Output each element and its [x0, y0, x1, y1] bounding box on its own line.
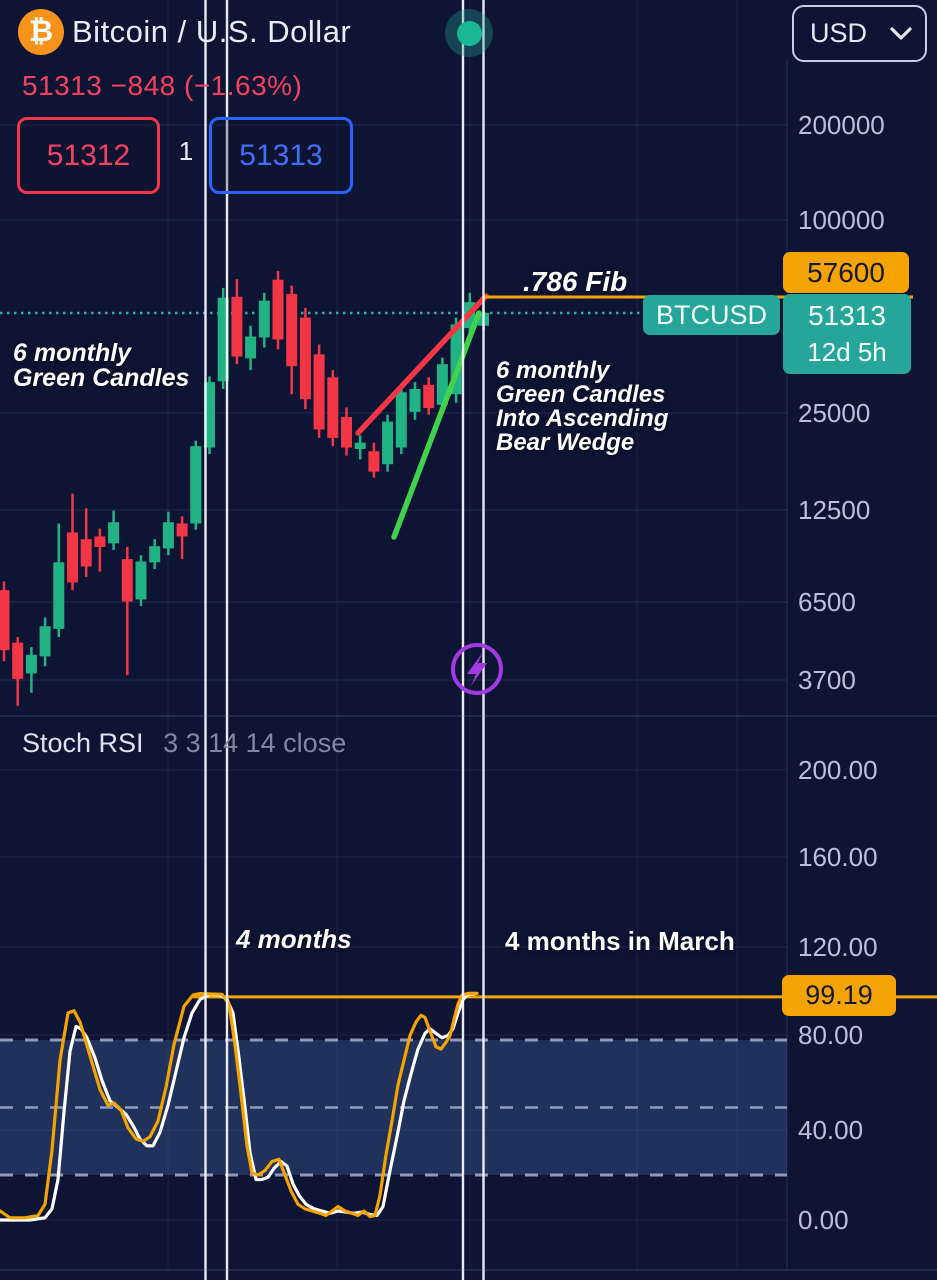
candle-body[interactable] [450, 324, 462, 395]
indicator-name: Stoch RSI [22, 728, 144, 758]
price-axis-label: 6500 [798, 587, 856, 617]
candle-body[interactable] [272, 279, 284, 340]
candle-body[interactable] [354, 442, 366, 449]
candle-body[interactable] [94, 536, 106, 547]
anchor-point-icon[interactable] [445, 9, 493, 57]
stoch-value-badge: 99.19 [782, 975, 896, 1016]
buy-button[interactable]: 51313 [209, 117, 353, 194]
sell-button[interactable]: 51312 [17, 117, 160, 194]
symbol-title[interactable]: Bitcoin / U.S. Dollar [72, 14, 352, 49]
fib-price-badge: 57600 [783, 252, 909, 293]
annotation-wedge[interactable]: 6 monthly Green Candles Into Ascending B… [496, 357, 669, 456]
candle-body[interactable] [12, 642, 24, 679]
indicator-legend[interactable]: Stoch RSI 3 3 14 14 close [22, 728, 346, 759]
candle-body[interactable] [108, 522, 120, 544]
stoch-d-line[interactable] [0, 992, 476, 1222]
stoch-axis-label: 80.00 [798, 1020, 864, 1050]
candle-body[interactable] [286, 293, 298, 367]
price-axis-label: 200000 [798, 110, 885, 140]
candle-body[interactable] [231, 296, 243, 357]
candle-body[interactable] [436, 364, 448, 405]
stoch-axis-label: 40.00 [798, 1115, 864, 1145]
bar-countdown: 12d 5h [807, 337, 887, 367]
candle-body[interactable] [313, 354, 325, 430]
spread-value: 1 [178, 136, 194, 166]
candle-body[interactable] [80, 539, 92, 567]
annotation-4-months[interactable]: 4 months [236, 924, 352, 954]
candle-body[interactable] [423, 384, 435, 409]
lightning-bolt-icon[interactable] [467, 652, 487, 686]
candle-body[interactable] [395, 392, 407, 448]
candle-body[interactable] [204, 382, 215, 448]
price-axis-label: 3700 [798, 665, 856, 695]
last-price-badge: 51313 12d 5h [783, 294, 911, 374]
stoch-axis-label: 120.00 [798, 932, 878, 962]
candle-body[interactable] [409, 388, 421, 412]
price-axis-label: 25000 [798, 398, 871, 428]
candle-body[interactable] [190, 446, 202, 524]
lightning-circle-icon[interactable] [451, 643, 503, 695]
candle-body[interactable] [39, 626, 51, 657]
last-price: 51313 [808, 300, 886, 331]
chevron-down-icon [890, 26, 912, 40]
candle-body[interactable] [176, 523, 188, 537]
bear-wedge-lower[interactable] [391, 310, 482, 540]
stoch-axis-label: 0.00 [798, 1205, 849, 1235]
annotation-left[interactable]: 6 monthly Green Candles [13, 339, 190, 392]
annotation-fib[interactable]: .786 Fib [523, 266, 628, 297]
indicator-params: 3 3 14 14 close [163, 728, 347, 758]
price-axis-label: 100000 [798, 205, 885, 235]
candle-body[interactable] [0, 590, 10, 651]
candle-body[interactable] [162, 522, 174, 549]
annotation-4-months-march[interactable]: 4 months in March [505, 926, 735, 956]
stoch-axis-label: 200.00 [798, 755, 878, 785]
candle-body[interactable] [368, 451, 380, 472]
candle-body[interactable] [67, 532, 78, 583]
price-change-readout: 51313 −848 (−1.63%) [22, 70, 303, 101]
price-axis-label: 12500 [798, 495, 871, 525]
candle-body[interactable] [53, 562, 65, 629]
stoch-k-line[interactable] [0, 991, 479, 1220]
candle-body[interactable] [25, 654, 37, 674]
candle-body[interactable] [135, 561, 147, 600]
currency-value: USD [810, 18, 868, 48]
symbol-badge: BTCUSD [643, 295, 780, 335]
currency-dropdown[interactable]: USD [792, 5, 927, 62]
candle-body[interactable] [121, 559, 133, 602]
stoch-axis-label: 160.00 [798, 842, 878, 872]
candle-body[interactable] [382, 421, 394, 465]
candle-body[interactable] [299, 317, 311, 400]
candle-body[interactable] [341, 416, 352, 448]
ask-price: 51313 [239, 138, 323, 172]
bitcoin-icon: ₿ [18, 9, 64, 55]
candle-body[interactable] [245, 336, 257, 359]
bear-wedge-upper[interactable] [355, 293, 489, 436]
candle-body[interactable] [258, 300, 270, 338]
candle-body[interactable] [327, 377, 339, 438]
bid-price: 51312 [46, 138, 131, 172]
candle-body[interactable] [217, 297, 229, 382]
candle-body[interactable] [149, 546, 161, 563]
